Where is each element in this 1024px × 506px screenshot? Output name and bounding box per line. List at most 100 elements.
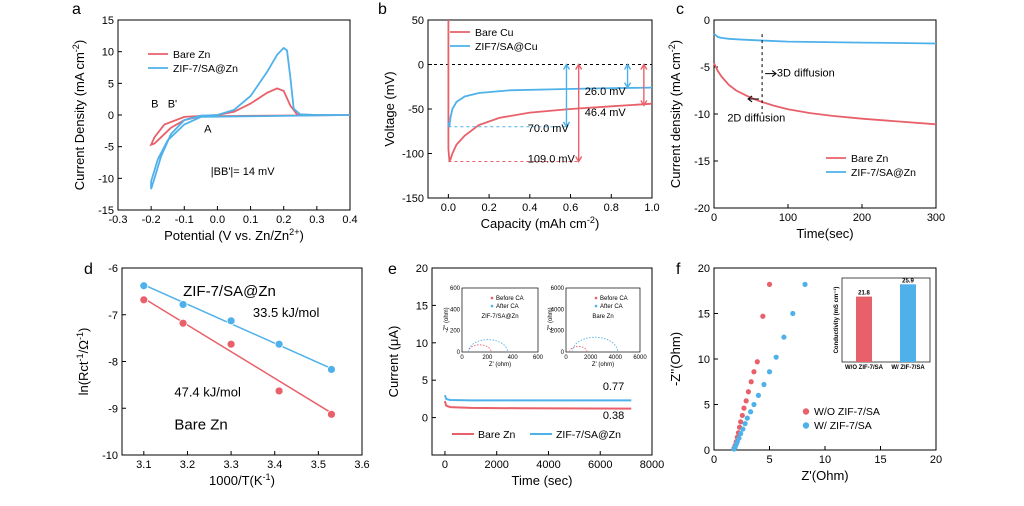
data-point [274,386,284,396]
x-tick-label: 0.4 [522,202,537,214]
x-tick-label: -0.1 [175,214,194,226]
x-axis-label: Potential (V vs. Zn/Zn2+) [164,227,304,243]
panel-label: b [378,1,387,18]
x-tick-label: 10 [819,454,831,466]
x-tick-label: 3.3 [223,459,238,471]
data-point [761,381,767,388]
inset-y-tick: 0 [457,350,461,356]
panel-c: 0 100 200 300 -20 -15 -10 -5 0 Time(sec) Current d… [667,1,945,241]
arrow-head [575,63,583,70]
inset-legend-label: Before CA [496,296,524,302]
x-tick-label: 200 [853,212,871,224]
y-axis-label: ln(Rct-1/Ω-1) [75,328,91,396]
inset-nyquist: 0 200 400 600 0 200 400 600 Z' (ohm) -Z'' (ohm) ZI… [444,286,544,368]
arrow-right [765,70,777,77]
inset-y-tick: 600 [450,286,461,292]
y-tick-label: 0 [422,413,428,425]
inset-x-tick: 400 [508,355,519,361]
y-tick-label: -15 [98,205,114,217]
legend-label: Bare Zn [478,429,516,441]
panel-d: 3.1 3.2 3.3 3.4 3.5 3.6 -10 -9 -8 -7 -6 1000/T(K-1)… [75,261,370,488]
arrow-left [747,95,760,103]
panel-label: f [676,261,681,278]
series-line [149,87,351,147]
annotation: 3D diffusion [777,67,835,79]
data-point [742,421,748,427]
annotation: ZIF-7/SA@Zn [183,283,276,300]
x-tick-label: 15 [874,454,886,466]
x-axis-label: Z'(Ohm) [801,468,848,483]
data-point [790,310,796,317]
x-axis-label: Time(sec) [796,226,853,241]
legend-label: W/ ZIF-7/SA [814,420,872,432]
y-tick-label: 20 [698,263,710,275]
x-tick-label: 1.0 [644,202,659,214]
inset-title: Bare Zn [592,314,613,320]
x-tick-label: 5 [766,454,772,466]
y-tick-label: -150 [402,193,424,205]
x-axis-label: 1000/T(K-1) [209,472,275,488]
series-line [713,62,937,126]
arrow-head [623,82,632,90]
inset-x-tick: 4000 [609,355,623,361]
y-axis-label: Current density (mA cm-2) [667,40,683,188]
inset-legend-label: After CA [496,304,519,310]
x-tick-label: -0.2 [142,214,161,226]
data-point [781,334,787,340]
inset-y-label: -Z'' (ohm) [444,307,450,332]
arrow-head [623,63,632,70]
series-line [150,46,351,190]
annotation: 0.38 [603,410,624,422]
x-tick-label: 2000 [484,459,508,471]
annotation: 33.5 kJ/mol [253,305,320,320]
x-tick-label: 100 [779,212,797,224]
data-point [802,281,808,287]
panel-label: a [72,1,81,18]
inset-bar-chart: 21.8 W/O ZIF-7/SA 25.9 W/ ZIF-7/SA Conductiv… [833,277,931,371]
x-tick-label: 0 [442,459,448,471]
x-tick-label: 0.0 [210,214,225,226]
x-tick-label: 8000 [640,459,664,471]
y-tick-label: 0 [704,445,710,457]
x-tick-label: 4000 [536,459,560,471]
y-tick-label: -8 [108,357,118,369]
arrow-head [562,121,571,129]
annotation: 26.0 mV [585,86,627,98]
x-tick-label: 0.8 [604,202,619,214]
legend-label: Bare Zn [173,49,211,61]
data-point [139,281,149,291]
annotation: 109.0 mV [528,153,576,165]
data-point [754,359,760,365]
inset-arc [467,339,509,353]
x-axis-label: Time (sec) [512,473,573,488]
annotation: 2D diffusion [727,113,785,125]
y-tick-label: 0 [108,110,114,122]
legend-label: Bare Cu [475,27,514,39]
inset-y-tick: 200 [450,329,461,335]
data-point [139,295,149,305]
data-point [748,379,754,385]
data-point [743,398,749,404]
y-tick-label: -7 [108,310,118,322]
annotation: 0.77 [603,381,624,393]
panel-b: 0.0 0.2 0.4 0.6 0.8 1.0 -150 -100 -50 0 50 Capacity… [378,1,660,231]
data-point [751,401,757,408]
data-point [773,354,779,360]
inset-nyquist: 0 2000 4000 6000 0 2000 4000 6000 Z' (ohm) -Z'' (… [548,286,647,368]
inset-y-tick: 6000 [551,286,565,292]
inset-arc [569,345,588,353]
inset-x-tick: 600 [533,355,544,361]
x-tick-label: 0 [711,212,717,224]
y-tick-label: -5 [104,142,114,154]
arrow-head [640,63,648,70]
panel-label: c [676,1,684,18]
legend-label: Bare Zn [851,153,889,165]
y-tick-label: 15 [698,309,710,321]
y-tick-label: -10 [694,109,710,121]
x-tick-label: 0.0 [441,202,456,214]
legend-marker [802,422,810,429]
x-tick-label: 20 [930,454,942,466]
legend-label: ZIF-7/SA@Zn [556,429,621,441]
